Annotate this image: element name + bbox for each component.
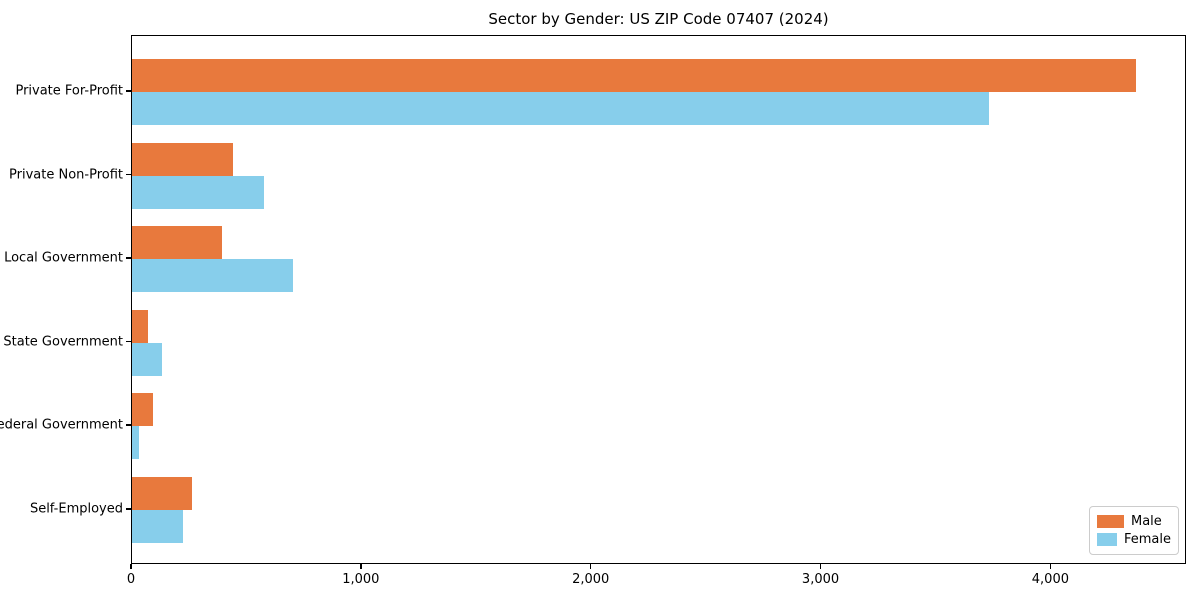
bar-female-state-government [132,342,162,376]
bar-female-self-employed [132,510,183,543]
bar-female-private-for-profit [132,92,990,125]
male-series-swatch-icon [1097,515,1124,528]
x-tick-label-0: 0 [126,572,136,587]
x-tick-mark [360,564,362,569]
chart-title: Sector by Gender: US ZIP Code 07407 (202… [488,10,829,28]
y-tick-label-local-government: Local Government [4,250,123,266]
bar-male-local-government [132,226,222,260]
bar-female-local-government [132,259,293,293]
legend-label-female: Female [1123,532,1171,547]
legend: Male Female [1089,506,1179,555]
legend-label-male: Male [1131,514,1162,529]
y-tick-label-private-for-profit: Private For-Profit [15,83,123,99]
y-tick-mark [126,424,131,426]
x-tick-mark [130,564,132,569]
bar-female-private-non-profit [132,175,265,209]
y-tick-mark [126,257,131,259]
legend-item-female: Female [1097,533,1171,546]
y-tick-mark [126,90,131,92]
bar-male-state-government [132,309,149,343]
y-tick-mark [126,340,131,343]
x-tick-mark [589,564,592,569]
x-tick-mark [1049,564,1052,569]
y-tick-label-federal-government: Federal Government [0,417,123,433]
legend-item-male: Male [1097,515,1171,528]
x-tick-label-4-000: 4,000 [1031,572,1069,587]
y-tick-mark [126,508,131,510]
female-series-swatch-icon [1097,533,1117,546]
plot-area [131,35,1186,564]
y-tick-label-private-non-profit: Private Non-Profit [9,167,123,183]
x-tick-label-2-000: 2,000 [572,572,610,587]
x-tick-mark [819,564,822,569]
y-tick-label-state-government: State Government [3,334,123,350]
y-tick-mark [126,173,131,176]
bar-male-private-for-profit [132,59,1137,92]
bar-female-federal-government [132,426,139,460]
bar-male-federal-government [132,393,153,427]
bar-male-self-employed [132,477,192,510]
bar-male-private-non-profit [132,142,234,176]
x-tick-label-1-000: 1,000 [342,572,380,587]
x-tick-label-3-000: 3,000 [801,572,840,587]
y-tick-label-self-employed: Self-Employed [29,501,123,517]
